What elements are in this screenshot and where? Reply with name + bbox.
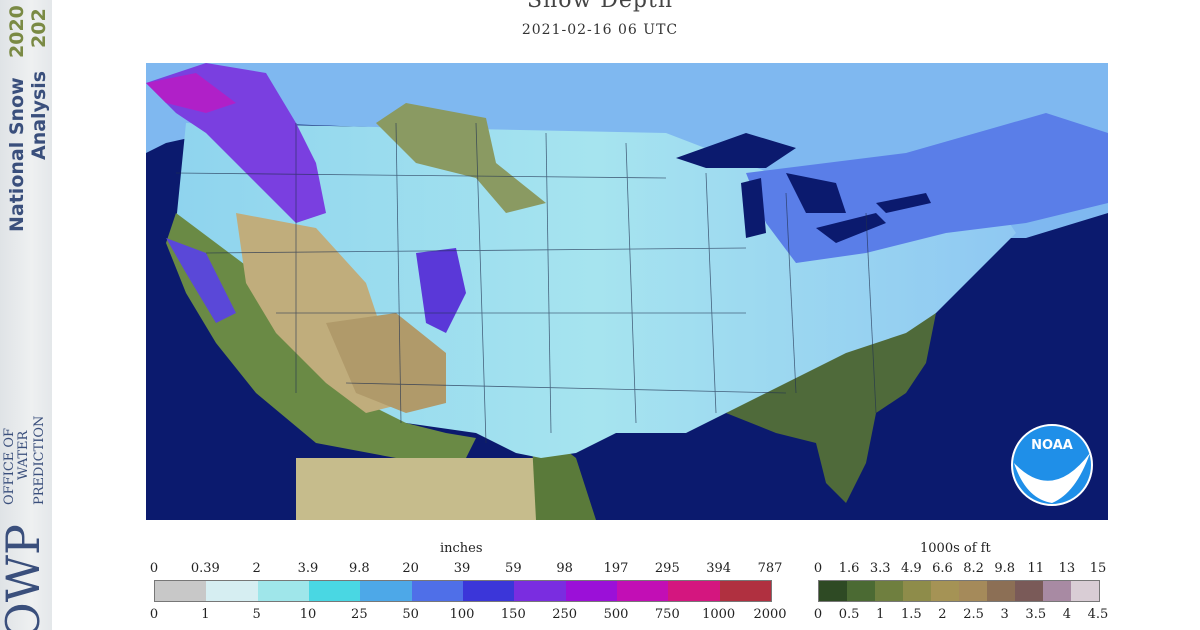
lake-huron <box>786 173 846 213</box>
legend-swatch <box>616 581 669 601</box>
legend-swatch <box>514 581 566 601</box>
legend-tick-label: 50 <box>402 607 419 622</box>
legend-swatch <box>206 581 258 601</box>
legend-swatch <box>719 581 771 601</box>
legend-tick-label: 20 <box>402 561 419 576</box>
legend-swatch <box>931 581 959 601</box>
legend-swatch <box>565 581 617 601</box>
legend-tick-label: 0 <box>149 561 159 576</box>
lake-ontario <box>876 193 931 213</box>
mexico-region <box>296 458 536 520</box>
legend-tick-label: 15 <box>1089 561 1107 576</box>
legend-swatch <box>875 581 903 601</box>
sidebar-banner: National Snow Analysis 2020 202 OFFICE O… <box>0 0 52 630</box>
timestamp: 2021-02-16 06 UTC <box>521 22 679 38</box>
sidebar-office-line3: PREDICTION <box>32 415 47 505</box>
legend-tick-label: 2 <box>252 561 261 576</box>
legend-tick-label: 4 <box>1062 607 1072 622</box>
legend-tick-label: 0.5 <box>838 607 860 622</box>
legend-tick-label: 197 <box>603 561 629 576</box>
legend-swatch <box>847 581 875 601</box>
legend-swatch <box>987 581 1015 601</box>
legend-swatch <box>959 581 987 601</box>
legend-tick-label: 3.5 <box>1025 607 1047 622</box>
noaa-logo-text: NOAA <box>1031 438 1073 453</box>
legend-swatch <box>1043 581 1071 601</box>
legend-swatch <box>155 581 207 601</box>
legend-tick-label: 59 <box>505 561 522 576</box>
depth-color-bar <box>154 580 772 602</box>
legend-swatch <box>411 581 463 601</box>
legend-tick-label: 1000 <box>702 607 736 622</box>
owp-logo: OWP <box>0 524 50 630</box>
legend-tick-label: 9.8 <box>994 561 1015 576</box>
legend-tick-label: 13 <box>1058 561 1076 576</box>
legend-tick-label: 3.9 <box>297 561 319 576</box>
legend-swatch <box>819 581 847 601</box>
snow-depth-map: NOAA <box>146 63 1108 520</box>
sierra-snow <box>166 238 236 323</box>
sidebar-office-line1: OFFICE OF <box>2 427 17 505</box>
legend-swatch <box>308 581 361 601</box>
sidebar-title-line2: Analysis <box>28 70 50 160</box>
elevation-color-bar <box>818 580 1100 602</box>
legend-tick-label: 295 <box>654 561 680 576</box>
legend-tick-label: 0 <box>813 607 823 622</box>
legend-tick-label: 25 <box>351 607 368 622</box>
legend-swatch <box>903 581 931 601</box>
legend-tick-label: 10 <box>299 607 317 622</box>
legend-tick-label: 2.5 <box>963 607 984 622</box>
legend-tick-label: 9.8 <box>348 561 370 576</box>
legend-swatch <box>360 581 412 601</box>
sidebar-title-line1: National Snow <box>6 77 28 232</box>
northern-plains-bare <box>376 103 546 213</box>
legend-tick-label: 1 <box>201 607 210 622</box>
lake-michigan <box>741 178 766 238</box>
legend-tick-label: 6.6 <box>932 561 953 576</box>
depth-legend-unit: inches <box>440 541 483 556</box>
legend-tick-label: 8.2 <box>963 561 984 576</box>
legend-tick-label: 787 <box>757 561 783 576</box>
legend-swatch <box>1071 581 1099 601</box>
colorado-rockies-snow <box>416 248 466 333</box>
legend-swatch <box>462 581 515 601</box>
noaa-logo: NOAA <box>1011 424 1093 506</box>
legend-swatch <box>668 581 720 601</box>
legend-tick-label: 0 <box>813 561 823 576</box>
legend-tick-label: 150 <box>500 607 526 622</box>
legend-tick-label: 0.39 <box>190 561 220 576</box>
legend-tick-label: 5 <box>252 607 261 622</box>
legend-tick-label: 1 <box>876 607 885 622</box>
cascades-deep-snow <box>146 73 236 113</box>
legend-tick-label: 4.5 <box>1087 607 1109 622</box>
legend-tick-label: 394 <box>706 561 732 576</box>
legend-tick-label: 39 <box>453 561 471 576</box>
southeast-bare <box>726 313 936 503</box>
legend-tick-label: 250 <box>552 607 578 622</box>
sidebar-office-line2: WATER <box>16 430 31 480</box>
legend-tick-label: 1.5 <box>900 607 922 622</box>
west-coast-bare <box>166 213 476 458</box>
legend-tick-label: 500 <box>603 607 629 622</box>
legend-tick-label: 2000 <box>753 607 787 622</box>
legend-tick-label: 4.9 <box>900 561 922 576</box>
lake-superior <box>676 133 796 168</box>
legend-tick-label: 1.6 <box>838 561 860 576</box>
legend-tick-label: 11 <box>1027 561 1045 576</box>
page-title: Snow Depth <box>526 0 674 13</box>
legend-tick-label: 2 <box>938 607 947 622</box>
lake-erie <box>816 213 886 243</box>
legend-tick-label: 0 <box>149 607 159 622</box>
legend-tick-label: 750 <box>654 607 680 622</box>
legend-swatch <box>1015 581 1043 601</box>
legend-tick-label: 98 <box>556 561 573 576</box>
elevation-legend-unit: 1000s of ft <box>920 541 991 556</box>
legend-tick-label: 3 <box>1000 607 1009 622</box>
legend-swatch <box>257 581 309 601</box>
southwest-bare <box>326 313 446 413</box>
state-boundaries <box>175 122 877 444</box>
legend-tick-label: 100 <box>449 607 475 622</box>
legend-tick-label: 3.3 <box>869 561 891 576</box>
